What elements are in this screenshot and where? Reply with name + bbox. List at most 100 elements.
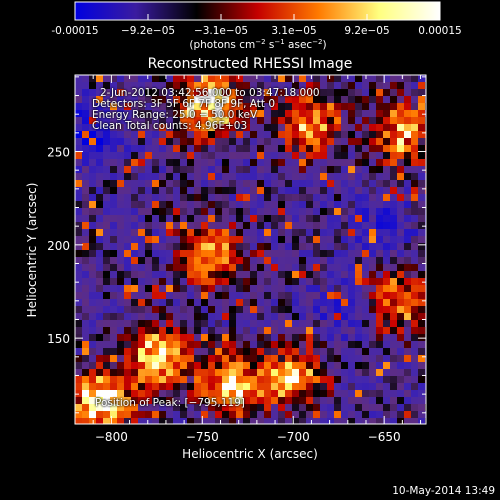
heatmap-cell [215,285,223,293]
heatmap-cell [138,292,146,300]
heatmap-cell [152,285,160,293]
heatmap-cell [180,243,188,251]
heatmap-cell [306,96,314,104]
heatmap-cell [348,418,356,424]
heatmap-cell [313,159,321,167]
heatmap-cell [243,341,251,349]
heatmap-cell [285,159,293,167]
heatmap-cell [96,306,104,314]
heatmap-cell [334,229,342,237]
heatmap-cell [376,236,384,244]
heatmap-cell [383,341,391,349]
heatmap-cell [187,180,195,188]
heatmap-cell [411,82,419,90]
heatmap-cell [278,278,286,286]
heatmap-cell [404,334,412,342]
heatmap-cell [187,285,195,293]
heatmap-cell [341,243,349,251]
heatmap-cell [285,271,293,279]
heatmap-cell [376,82,384,90]
heatmap-cell [208,334,216,342]
heatmap-cell [215,292,223,300]
heatmap-cell [229,180,237,188]
heatmap-cell [397,383,405,391]
heatmap-cell [257,194,265,202]
heatmap-cell [404,215,412,223]
heatmap-cell [355,82,363,90]
heatmap-cell [89,306,97,314]
heatmap-cell [355,397,363,405]
heatmap-cell [138,264,146,272]
heatmap-cell [131,306,139,314]
heatmap-cell [152,271,160,279]
heatmap-cell [145,152,153,160]
heatmap-cell [313,173,321,181]
heatmap-cell [306,159,314,167]
heatmap-cell [152,299,160,307]
heatmap-cell [75,89,83,97]
heatmap-cell [201,194,209,202]
heatmap-cell [369,117,377,125]
heatmap-cell [292,264,300,272]
heatmap-cell [201,243,209,251]
heatmap-cell [236,75,244,83]
heatmap-cell [383,285,391,293]
heatmap-cell [348,208,356,216]
heatmap-cell [327,110,335,118]
heatmap-cell [124,117,132,125]
heatmap-cell [327,215,335,223]
heatmap-cell [243,299,251,307]
heatmap-cell [250,376,258,384]
heatmap-cell [383,313,391,321]
heatmap-cell [313,117,321,125]
heatmap-cell [250,411,258,419]
heatmap-cell [243,390,251,398]
heatmap-cell [243,362,251,370]
heatmap-cell [334,327,342,335]
heatmap-cell [355,124,363,132]
heatmap-cell [341,103,349,111]
heatmap-cell [390,390,398,398]
heatmap-cell [390,103,398,111]
heatmap-cell [222,208,230,216]
heatmap-cell [250,215,258,223]
heatmap-cell [383,89,391,97]
heatmap-cell [187,264,195,272]
heatmap-cell [215,82,223,90]
heatmap-cell [327,208,335,216]
heatmap-cell [292,145,300,153]
heatmap-cell [257,166,265,174]
heatmap-cell [271,271,279,279]
heatmap-cell [145,117,153,125]
heatmap-cell [271,243,279,251]
heatmap-cell [159,306,167,314]
heatmap-cell [187,271,195,279]
heatmap-cell [110,320,118,328]
heatmap-cell [187,201,195,209]
heatmap-cell [82,397,90,405]
heatmap-cell [306,369,314,377]
heatmap-cell [278,201,286,209]
heatmap-cell [390,145,398,153]
heatmap-cell [145,159,153,167]
heatmap-cell [278,264,286,272]
heatmap-cell [215,271,223,279]
heatmap-cell [82,180,90,188]
heatmap-cell [180,103,188,111]
heatmap-cell [222,257,230,265]
heatmap-cell [250,334,258,342]
heatmap-cell [278,117,286,125]
heatmap-cell [110,208,118,216]
heatmap-cell [264,89,272,97]
heatmap-cell [145,334,153,342]
heatmap-cell [173,285,181,293]
heatmap-cell [306,334,314,342]
heatmap-cell [110,194,118,202]
heatmap-cell [124,334,132,342]
heatmap-cell [278,194,286,202]
heatmap-cell [271,229,279,237]
colorbar [74,1,441,21]
heatmap-cell [383,222,391,230]
heatmap-cell [299,145,307,153]
heatmap-cell [159,236,167,244]
